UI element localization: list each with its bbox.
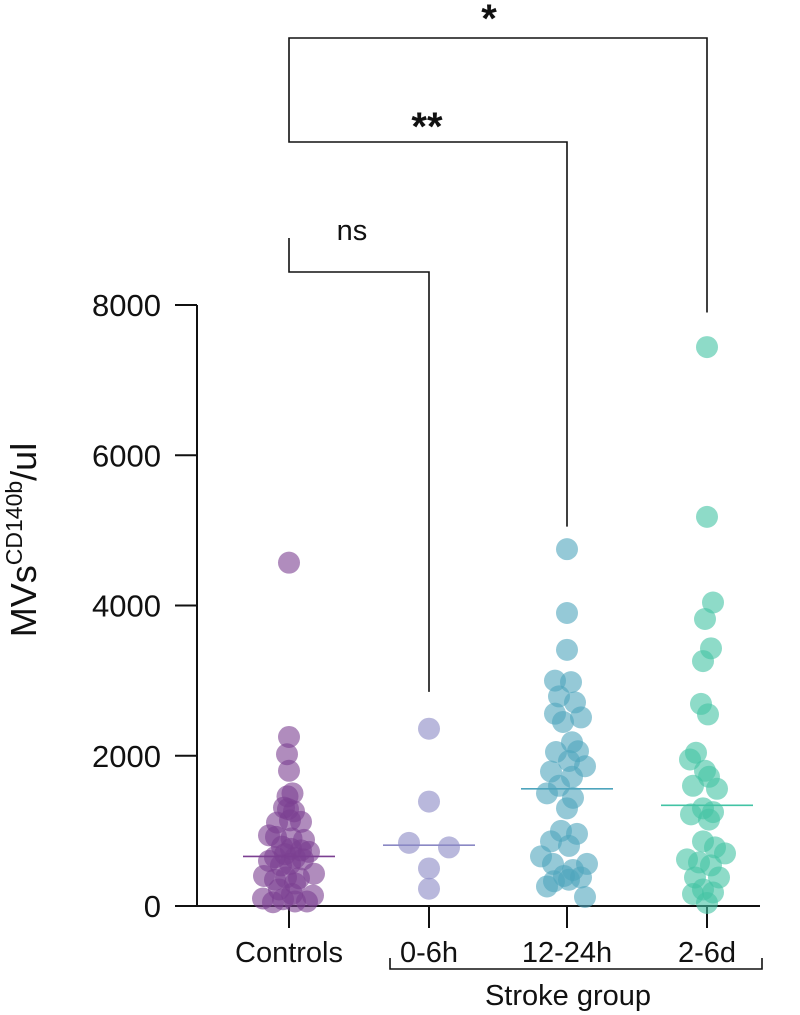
data-point xyxy=(574,885,596,908)
data-point xyxy=(418,717,440,740)
data-point xyxy=(696,891,718,914)
data-point xyxy=(296,890,318,913)
data-point xyxy=(558,834,580,857)
data-point xyxy=(706,777,728,800)
data-point xyxy=(398,831,420,854)
data-point xyxy=(418,857,440,880)
median-lines xyxy=(243,788,753,858)
data-point xyxy=(262,891,284,914)
data-point xyxy=(552,710,574,733)
data-point xyxy=(278,759,300,782)
data-point xyxy=(290,810,312,833)
data-point xyxy=(702,591,724,614)
data-point xyxy=(556,538,578,561)
data-point xyxy=(418,790,440,813)
x-axis-labels: Controls 0-6h 12-24h 2-6d Stroke group xyxy=(235,937,763,1012)
data-point xyxy=(418,877,440,900)
data-points xyxy=(252,336,736,914)
significance-bracket xyxy=(288,37,708,313)
significance-label: ns xyxy=(337,215,368,247)
data-point xyxy=(556,602,578,625)
y-axis-label: MVsCD140b/ul xyxy=(1,443,44,637)
y-axis-label-superscript: CD140b xyxy=(1,481,27,565)
data-point xyxy=(692,650,714,673)
significance-brackets: ns*** xyxy=(288,0,708,692)
y-axis: 0 2000 4000 6000 8000 xyxy=(92,288,760,928)
data-point xyxy=(276,743,298,766)
data-point xyxy=(698,808,720,831)
data-point xyxy=(697,703,719,726)
data-point xyxy=(570,706,592,729)
data-point xyxy=(556,797,578,820)
significance-label: ** xyxy=(411,105,443,149)
y-tick-label: 6000 xyxy=(92,438,161,473)
significance-bracket xyxy=(288,238,430,692)
data-point xyxy=(679,748,701,771)
y-tick-label: 0 xyxy=(144,889,161,924)
data-point xyxy=(694,608,716,631)
y-tick-label: 4000 xyxy=(92,589,161,624)
significance-bracket xyxy=(288,107,568,527)
significance-label: * xyxy=(481,0,497,41)
x-tick-label: Controls xyxy=(235,937,343,969)
x-tick-label: 2-6d xyxy=(678,937,736,969)
data-point xyxy=(696,336,718,359)
y-axis-label-main: MVs xyxy=(3,565,44,637)
stroke-group-bracket xyxy=(389,958,763,970)
y-axis-label-unit: /ul xyxy=(3,443,44,481)
data-point xyxy=(558,868,580,891)
y-tick-label: 2000 xyxy=(92,739,161,774)
y-tick-label: 8000 xyxy=(92,288,161,323)
data-point xyxy=(536,782,558,805)
stroke-group-label: Stroke group xyxy=(485,980,651,1012)
data-point xyxy=(680,803,702,826)
x-tick-label: 12-24h xyxy=(522,937,612,969)
data-point xyxy=(278,551,300,574)
data-point xyxy=(278,725,300,748)
data-point xyxy=(696,505,718,528)
x-tick-label: 0-6h xyxy=(400,937,458,969)
data-point xyxy=(536,875,558,898)
data-point xyxy=(682,774,704,797)
data-point xyxy=(556,638,578,661)
data-point xyxy=(438,836,460,859)
